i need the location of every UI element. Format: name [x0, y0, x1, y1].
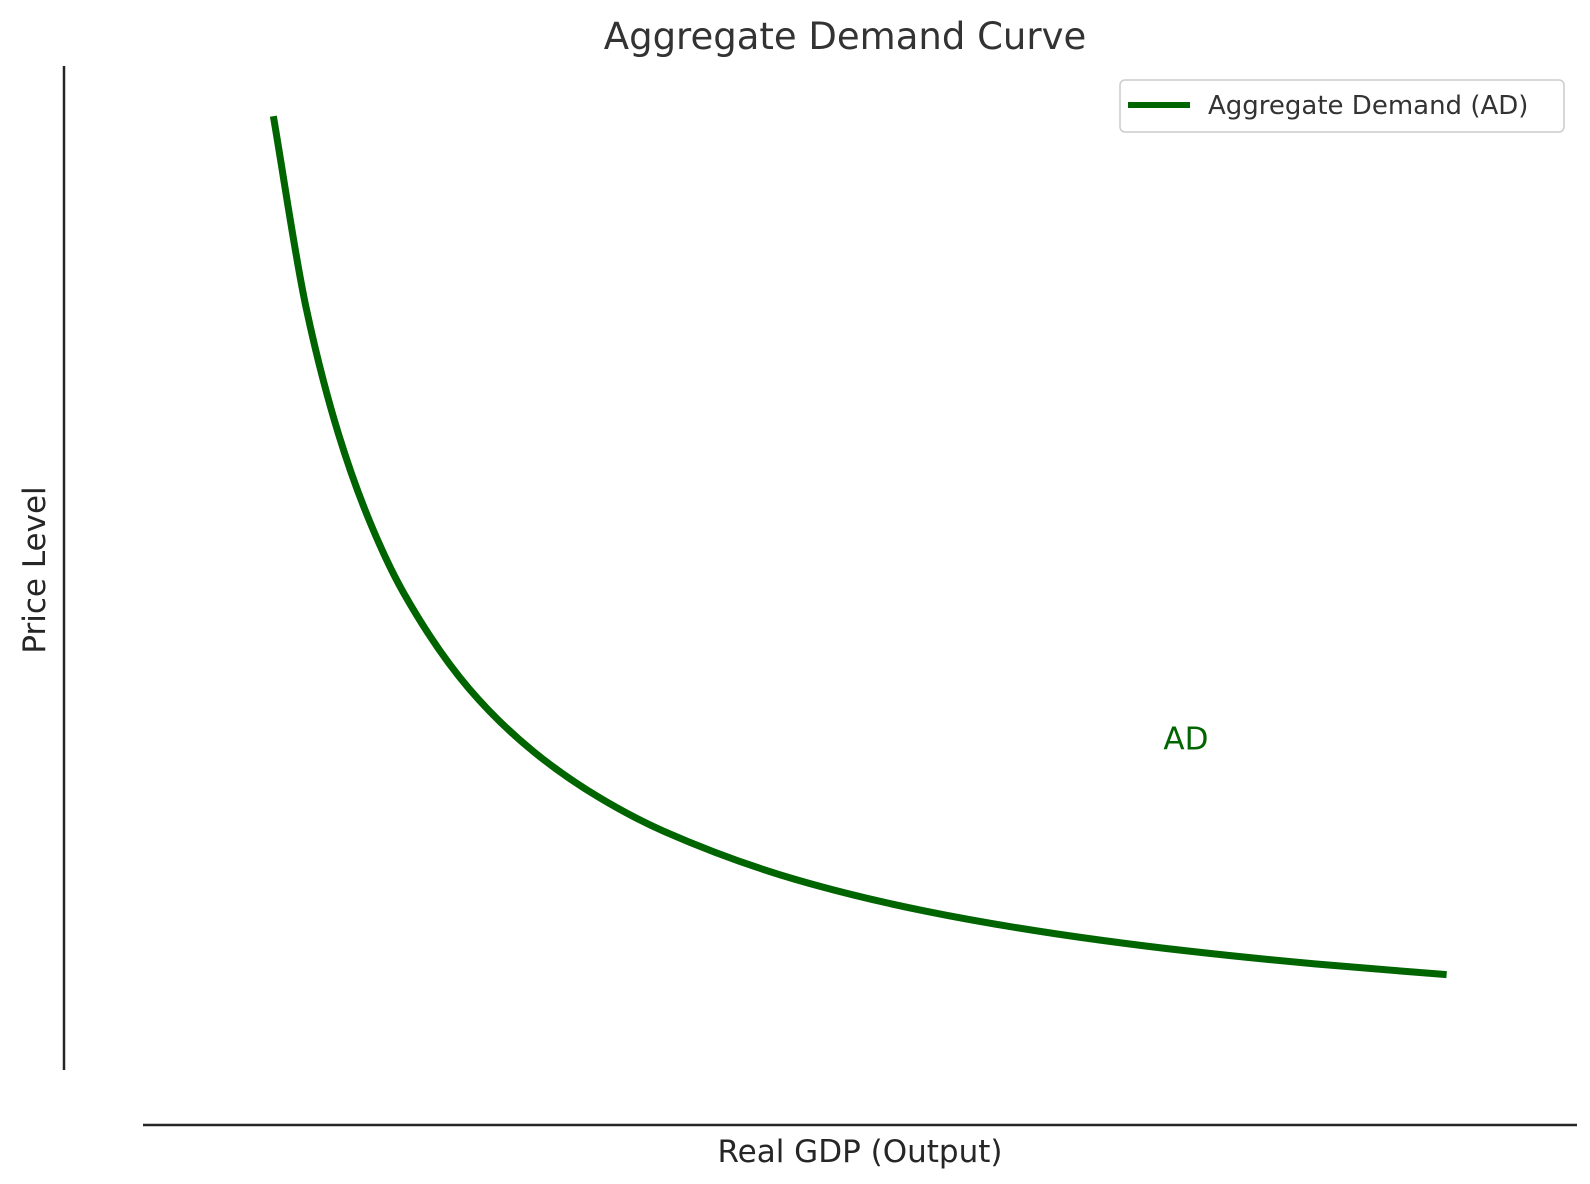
x-axis-label: Real GDP (Output): [718, 1134, 1003, 1170]
legend: Aggregate Demand (AD): [1119, 79, 1565, 133]
series-line-ad: [269, 115, 1447, 979]
legend-frame: [1119, 79, 1565, 133]
chart-title: Aggregate Demand Curve: [604, 15, 1086, 58]
ad-curve-label: AD: [1163, 722, 1208, 758]
y-axis-label: Price Level: [17, 486, 53, 653]
legend-label-ad: Aggregate Demand (AD): [1208, 91, 1528, 121]
series-layer: [269, 115, 1447, 979]
